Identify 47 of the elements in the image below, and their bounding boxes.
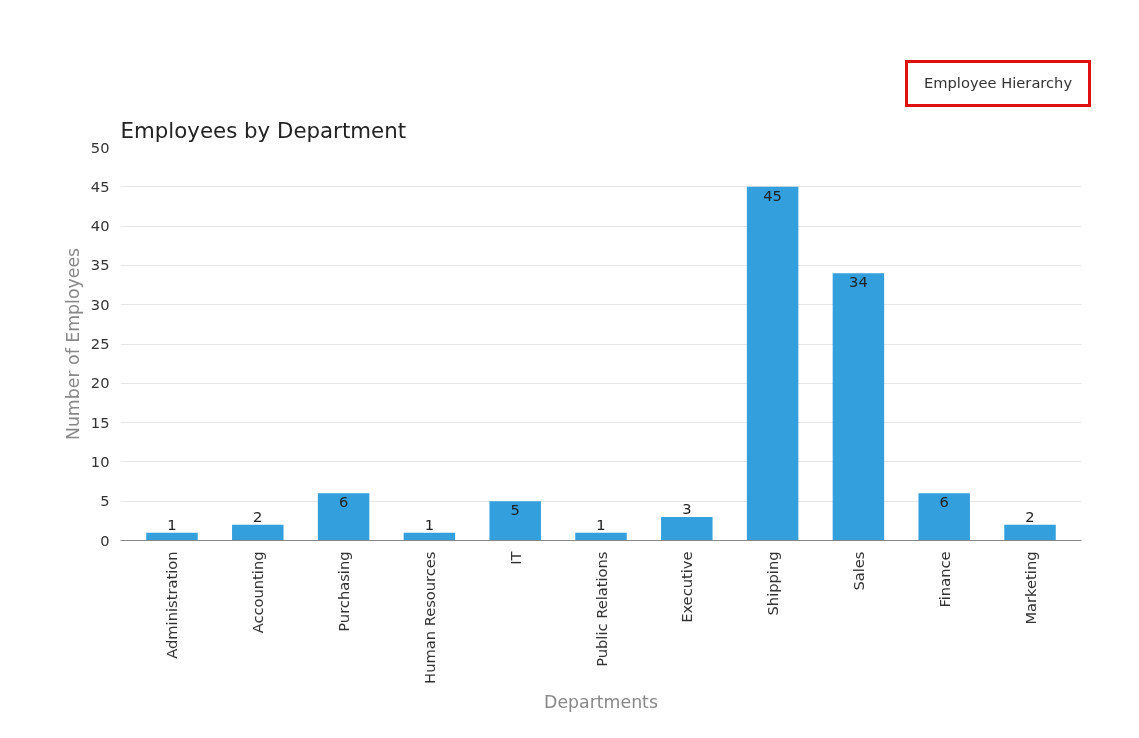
data-label: 1 bbox=[167, 515, 177, 533]
data-label: 5 bbox=[510, 501, 520, 519]
data-label: 6 bbox=[338, 493, 349, 511]
y-tick-label: 20 bbox=[90, 374, 110, 392]
y-tick-label: 50 bbox=[90, 138, 110, 156]
y-tick-label: 15 bbox=[90, 413, 110, 431]
bar bbox=[317, 493, 370, 541]
data-label: 6 bbox=[939, 493, 949, 511]
x-tick-label: Finance bbox=[935, 551, 953, 608]
y-tick-label: 35 bbox=[90, 256, 110, 274]
bar bbox=[575, 532, 627, 541]
y-tick-label: 5 bbox=[100, 492, 110, 510]
data-label: 3 bbox=[682, 499, 692, 517]
x-tick-label: Administration bbox=[163, 551, 181, 659]
x-tick-label: Accounting bbox=[249, 551, 267, 634]
x-tick-label: IT bbox=[506, 551, 524, 565]
x-tick-label: Public Relations bbox=[592, 551, 610, 667]
data-label: 2 bbox=[1025, 507, 1035, 525]
bar bbox=[232, 524, 284, 541]
y-tick-label: 40 bbox=[90, 217, 110, 235]
bar bbox=[746, 186, 799, 541]
x-tick-label: Human Resources bbox=[420, 551, 438, 684]
bar bbox=[832, 273, 885, 541]
bar bbox=[146, 532, 198, 541]
x-tick-label: Executive bbox=[678, 551, 696, 623]
data-label: 2 bbox=[253, 507, 263, 525]
x-tick-label: Sales bbox=[849, 551, 867, 591]
y-tick-label: 10 bbox=[90, 452, 110, 470]
x-tick-label: Purchasing bbox=[335, 551, 353, 632]
y-axis-title: Number of Employees bbox=[62, 247, 83, 441]
data-label: 34 bbox=[849, 273, 868, 291]
y-tick-label: 25 bbox=[90, 334, 110, 352]
bar bbox=[489, 501, 541, 541]
x-axis-title: Departments bbox=[544, 691, 658, 712]
data-label: 45 bbox=[763, 186, 782, 204]
bar bbox=[661, 516, 713, 541]
y-tick-label: 45 bbox=[90, 177, 110, 195]
y-tick-label: 30 bbox=[90, 295, 110, 313]
x-tick-label: Shipping bbox=[764, 551, 782, 616]
y-tick-label: 0 bbox=[100, 531, 110, 549]
text: Employee Hierarchy bbox=[924, 73, 1073, 93]
bar bbox=[1004, 524, 1056, 541]
chart-title: Employees by Department bbox=[120, 117, 407, 143]
bar bbox=[918, 493, 970, 541]
data-label: 1 bbox=[424, 515, 435, 533]
data-label: 1 bbox=[596, 515, 606, 533]
x-tick-label: Marketing bbox=[1021, 551, 1039, 625]
